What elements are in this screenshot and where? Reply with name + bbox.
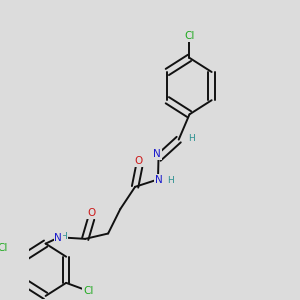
Text: N: N bbox=[155, 175, 163, 185]
Text: O: O bbox=[134, 156, 142, 166]
Text: Cl: Cl bbox=[0, 243, 8, 253]
Text: Cl: Cl bbox=[83, 286, 93, 296]
Text: O: O bbox=[87, 208, 95, 218]
Text: N: N bbox=[54, 233, 62, 243]
Text: H: H bbox=[188, 134, 195, 143]
Text: N: N bbox=[153, 149, 161, 160]
Text: H: H bbox=[60, 232, 67, 241]
Text: H: H bbox=[167, 176, 174, 184]
Text: Cl: Cl bbox=[184, 32, 195, 41]
